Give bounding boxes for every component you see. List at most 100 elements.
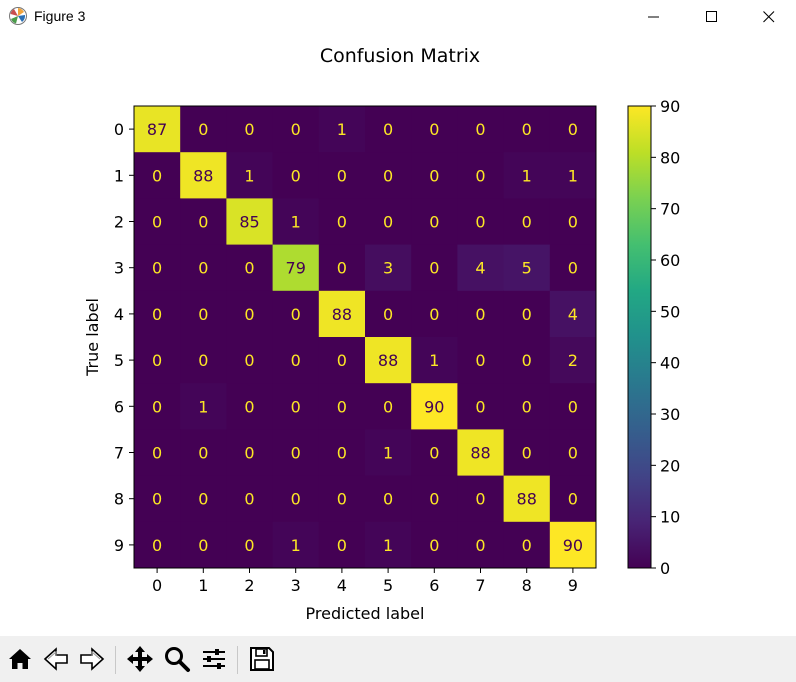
y-tick-label: 1 [114, 166, 124, 185]
y-tick-label: 2 [114, 213, 124, 232]
cell-value-label: 0 [429, 120, 439, 139]
cell-value-label: 0 [244, 259, 254, 278]
heatmap-cell [549, 429, 597, 476]
configure-subplots-button[interactable] [198, 642, 230, 676]
cell-value-label: 0 [383, 397, 393, 416]
confusion-matrix-chart: Confusion Matrix 87 0 0 0 1 0 0 0 0 00 88 1 0 0 0 0 0 1 10… [83, 45, 680, 623]
cell-value-label: 0 [475, 397, 485, 416]
heatmap-cell [180, 521, 227, 569]
cell-value-label: 0 [244, 397, 254, 416]
heatmap-cell [365, 106, 412, 153]
home-button[interactable] [4, 642, 36, 676]
heatmap-cell [549, 198, 597, 245]
heatmap-cell [457, 337, 504, 384]
heatmap-cell [457, 198, 504, 245]
forward-button[interactable] [76, 642, 108, 676]
cell-value-label: 0 [291, 120, 301, 139]
cell-value-label: 1 [291, 536, 301, 555]
cell-value-label: 0 [337, 259, 347, 278]
x-axis-ticks: 0 1 2 3 4 5 6 7 8 9 [152, 568, 578, 595]
heatmap-cell [549, 152, 597, 199]
heatmap-cell [549, 383, 597, 430]
heatmap-cell [134, 198, 181, 245]
heatmap-cell [272, 337, 320, 384]
pan-button[interactable] [124, 642, 156, 676]
heatmap-cell [272, 475, 320, 523]
colorbar-tick-label: 80 [660, 148, 680, 167]
cell-value-label: 0 [244, 120, 254, 139]
cell-value-label: 0 [198, 213, 208, 232]
cell-value-label: 0 [198, 536, 208, 555]
cell-value-label: 0 [568, 259, 578, 278]
figure-canvas[interactable]: Confusion Matrix 87 0 0 0 1 0 0 0 0 0 0 88 1 0 0 0 0 0 1 1 0… [0, 34, 796, 636]
heatmap-cell [272, 429, 320, 476]
heatmap-cell [318, 106, 366, 153]
cell-value-label: 0 [429, 490, 439, 509]
heatmap-cell [134, 106, 181, 153]
heatmap-cell [411, 475, 458, 523]
close-button[interactable] [740, 0, 796, 34]
heatmap-cell [503, 152, 551, 199]
heatmap-cell [180, 290, 227, 338]
cell-value-label: 88 [517, 490, 537, 509]
cell-value-label: 0 [383, 213, 393, 232]
heatmap-cell [226, 290, 273, 338]
cell-value-label: 0 [568, 490, 578, 509]
cell-value-label: 0 [522, 397, 532, 416]
maximize-button[interactable] [683, 0, 741, 34]
cell-value-label: 0 [152, 536, 162, 555]
heatmap-cell [365, 429, 412, 476]
maximize-icon [706, 11, 717, 22]
home-icon [9, 649, 31, 669]
cell-value-label: 0 [429, 259, 439, 278]
heatmap-cell [134, 475, 181, 523]
y-tick-label: 8 [114, 490, 124, 509]
minimize-button[interactable] [625, 0, 683, 34]
heatmap-cell [226, 383, 273, 430]
heatmap-cell [503, 429, 551, 476]
cell-value-label: 2 [568, 351, 578, 370]
heatmap-cell [272, 290, 320, 338]
heatmap-cell [503, 337, 551, 384]
cell-value-label: 0 [152, 444, 162, 463]
colorbar-tick-label: 40 [660, 354, 680, 373]
window-titlebar: Figure 3 [0, 0, 796, 34]
cell-value-label: 0 [522, 120, 532, 139]
zoom-button[interactable] [161, 642, 193, 676]
heatmap-cell [226, 244, 273, 292]
y-tick-label: 3 [114, 259, 124, 278]
cell-value-label: 88 [378, 351, 398, 370]
cell-value-label: 1 [383, 444, 393, 463]
cell-value-label: 0 [198, 351, 208, 370]
cell-value-label: 0 [337, 351, 347, 370]
y-tick-label: 7 [114, 444, 124, 463]
heatmap-cell [549, 521, 597, 569]
cell-value-label: 0 [152, 351, 162, 370]
heatmap-cell [365, 337, 412, 384]
save-icon [250, 647, 274, 671]
cell-value-label: 0 [152, 213, 162, 232]
heatmap-cell [365, 383, 412, 430]
cell-value-label: 0 [522, 305, 532, 324]
heatmap-cell [318, 521, 366, 569]
heatmap-cell [272, 244, 320, 292]
heatmap-cell [457, 475, 504, 523]
x-tick-label: 7 [475, 576, 485, 595]
heatmap-cell [365, 152, 412, 199]
back-button[interactable] [40, 642, 72, 676]
zoom-icon [165, 647, 190, 672]
heatmap-cell [457, 152, 504, 199]
heatmap-cell [318, 429, 366, 476]
save-button[interactable] [246, 642, 278, 676]
x-tick-label: 6 [429, 576, 439, 595]
cell-value-label: 0 [475, 213, 485, 232]
cell-value-label: 0 [291, 166, 301, 185]
x-tick-label: 8 [522, 576, 532, 595]
heatmap-cell [411, 198, 458, 245]
cell-value-label: 88 [193, 166, 213, 185]
heatmap-cell [134, 244, 181, 292]
heatmap-cell [318, 244, 366, 292]
cell-value-label: 4 [475, 259, 485, 278]
heatmap-cell [226, 429, 273, 476]
heatmap-cell [411, 244, 458, 292]
